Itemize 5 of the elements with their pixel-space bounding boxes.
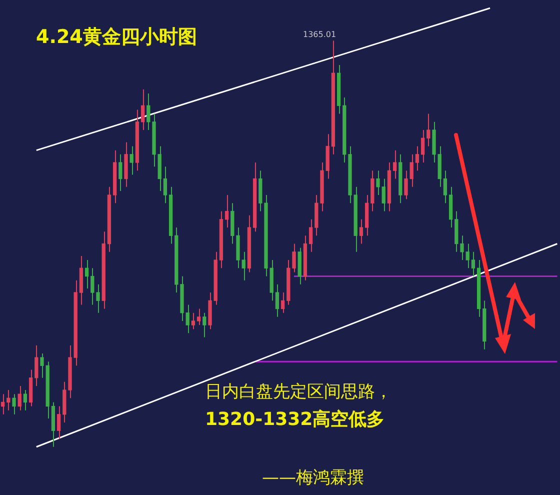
annotation: 1320-1332高空低多	[205, 408, 385, 431]
chart-title: 4.24黄金四小时图	[36, 25, 197, 50]
text: 1365.01	[303, 30, 336, 39]
text: ——梅鸿霖撰	[262, 467, 364, 489]
annotation: 日内白盘先定区间思路，	[205, 381, 392, 403]
